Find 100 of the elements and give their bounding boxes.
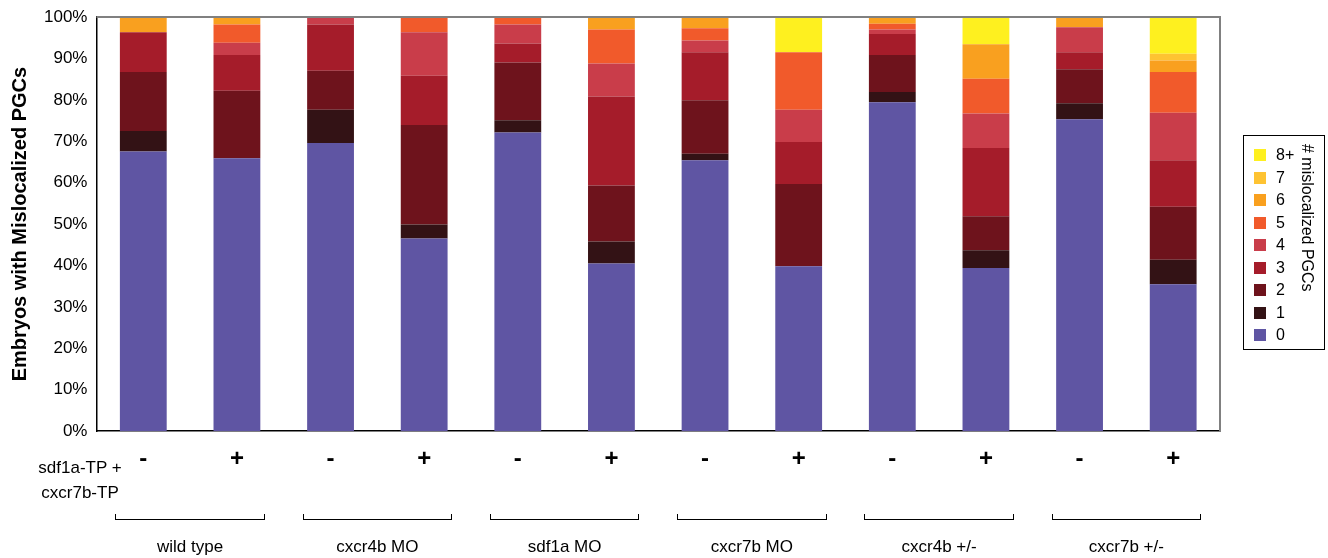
bar — [868, 102, 916, 432]
bar — [962, 216, 1010, 251]
bar — [1149, 206, 1197, 260]
text: wild type — [156, 536, 224, 556]
bar — [119, 130, 167, 152]
bar — [681, 40, 729, 53]
x-tick-label: - — [139, 444, 148, 472]
bar — [681, 160, 729, 432]
bar — [1056, 119, 1103, 432]
bar — [962, 113, 1010, 148]
y-tick-label: 40% — [53, 255, 88, 275]
bar — [213, 158, 261, 432]
text: cxcr7b MO — [710, 536, 793, 556]
x-tick-label: - — [513, 444, 522, 472]
x-tick-label: + — [229, 444, 244, 472]
bar — [681, 52, 729, 101]
x-tick-label: - — [701, 444, 710, 472]
bar — [868, 55, 916, 92]
bar — [119, 72, 167, 131]
bar — [962, 268, 1010, 432]
bar — [1149, 284, 1197, 432]
x-tick-label: - — [326, 444, 335, 472]
bar — [868, 17, 916, 24]
bar — [213, 42, 261, 56]
bar — [962, 147, 1010, 217]
bar — [494, 43, 542, 63]
bar — [681, 100, 729, 154]
bar — [1149, 60, 1197, 73]
y-axis-title: Embryos with Mislocalized PGCs — [7, 66, 30, 382]
y-tick-label: 20% — [53, 338, 88, 358]
bar — [213, 90, 261, 159]
bar — [213, 55, 261, 91]
bar — [1149, 160, 1197, 207]
bar — [494, 24, 542, 44]
y-tick-label: 100% — [44, 6, 88, 26]
bar — [775, 183, 823, 267]
x-tick-label: + — [1166, 444, 1181, 472]
bar — [775, 52, 823, 110]
bar — [494, 62, 542, 121]
text: cxcr7b +/- — [1088, 536, 1164, 556]
bar — [1056, 103, 1103, 120]
bar — [1149, 17, 1197, 54]
y-tick-label: 0% — [62, 420, 88, 440]
y-tick-label: 90% — [53, 48, 88, 68]
bar — [868, 91, 916, 103]
bar — [775, 17, 823, 53]
bar — [400, 17, 448, 33]
legend-label: 7 — [1276, 168, 1285, 187]
bar — [119, 151, 167, 432]
bar — [588, 263, 635, 432]
legend-label: 5 — [1276, 213, 1285, 232]
y-tick-label: 10% — [53, 379, 88, 399]
text: sdf1a-TP + cxcr7b-TP — [38, 457, 122, 502]
bar — [681, 28, 729, 41]
bar — [588, 185, 635, 242]
bar — [400, 32, 448, 76]
bar — [775, 142, 823, 184]
x-tick-label: + — [978, 444, 993, 472]
bar — [962, 44, 1010, 79]
legend-title: # mislocalized PGCs — [1298, 143, 1317, 294]
bar — [213, 24, 261, 43]
bar — [119, 32, 167, 73]
y-tick-label: 60% — [53, 172, 88, 192]
bar — [1149, 112, 1197, 161]
bar — [307, 109, 354, 143]
y-tick-label: 80% — [53, 89, 88, 109]
text: cxcr4b MO — [336, 536, 419, 556]
bar — [494, 120, 542, 133]
x-tick-label: + — [604, 444, 619, 472]
bar — [962, 250, 1010, 269]
text: cxcr4b +/- — [901, 536, 977, 556]
bar — [400, 238, 448, 432]
bar — [1149, 53, 1197, 61]
bar — [962, 17, 1010, 45]
bar — [775, 266, 823, 432]
bar — [588, 241, 635, 264]
bar — [400, 224, 448, 239]
bar — [494, 132, 542, 432]
y-tick-label: 50% — [53, 213, 88, 233]
bar — [868, 29, 916, 34]
bar — [962, 78, 1010, 114]
bar — [588, 63, 635, 97]
y-tick-label: 30% — [53, 296, 88, 316]
bar — [1056, 52, 1103, 70]
bar — [1056, 69, 1103, 104]
bar — [307, 24, 354, 71]
bar — [1149, 72, 1197, 113]
bar — [400, 125, 448, 225]
legend-label: 6 — [1276, 191, 1285, 210]
bar — [775, 109, 823, 143]
x-tick-label: - — [888, 444, 897, 472]
bar — [588, 29, 635, 64]
legend-label: 2 — [1276, 281, 1285, 300]
bar — [119, 17, 167, 33]
bar — [868, 33, 916, 56]
text: sdf1a MO — [527, 536, 602, 556]
bar — [307, 70, 354, 110]
x-tick-label: + — [791, 444, 806, 472]
bar — [1056, 27, 1103, 53]
bar — [400, 75, 448, 126]
